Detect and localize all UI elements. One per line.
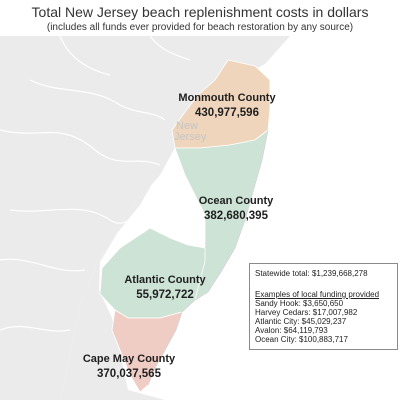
total-label: Statewide total: (255, 269, 310, 278)
example-item: Ocean City: $100,883,717 (255, 335, 348, 344)
county-value-monmouth: 430,977,596 (195, 107, 259, 119)
map-subtitle: (includes all funds ever provided for be… (46, 22, 354, 33)
example-item: Sandy Hook: $3,650,650 (255, 299, 344, 308)
example-item: Atlantic City: $45,029,237 (255, 317, 347, 326)
map-title: Total New Jersey beach replenishment cos… (31, 4, 369, 20)
county-value-ocean: 382,680,395 (204, 210, 269, 222)
county-name-atlantic: Atlantic County (124, 274, 206, 286)
coastline (147, 129, 269, 386)
statewide-total: Statewide total: $1,239,668,278 (255, 269, 393, 278)
atlantic-county[interactable] (99, 227, 206, 319)
state-label-line2: Jersey (174, 131, 207, 143)
total-value: $1,239,668,278 (311, 269, 368, 278)
county-name-monmouth: Monmouth County (178, 92, 276, 104)
county-value-cape-may: 370,037,565 (97, 368, 162, 380)
county-value-atlantic: 55,972,722 (136, 289, 194, 301)
county-name-cape-may: Cape May County (83, 353, 176, 365)
state-label-line1: New (176, 120, 198, 132)
county-name-ocean: Ocean County (199, 195, 274, 207)
land-background (0, 36, 290, 400)
info-box: Statewide total: $1,239,668,278 Examples… (249, 263, 398, 350)
example-item: Avalon: $64,119,793 (255, 326, 328, 335)
rivers (0, 36, 191, 332)
example-item: Harvey Cedars: $17,007,982 (255, 308, 358, 317)
new-jersey-state (60, 60, 230, 400)
nj-beach-map: New Jersey Monmouth County 430,977,596 O… (0, 36, 290, 400)
examples-header: Examples of local funding provided (255, 290, 380, 299)
